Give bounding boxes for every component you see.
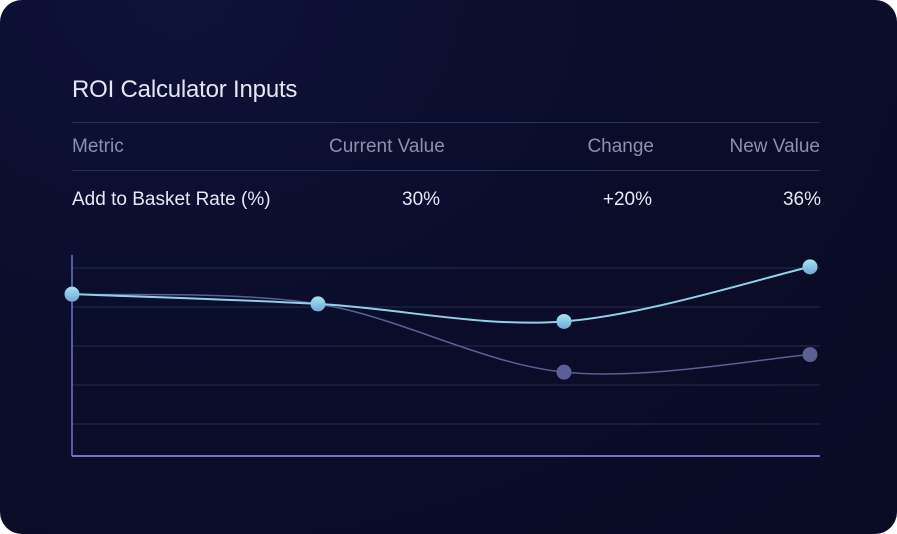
data-point [64,286,80,302]
cell-metric: Add to Basket Rate (%) [72,189,271,210]
header-metric: Metric [72,136,124,157]
cell-change: +20% [602,189,652,210]
data-point [802,259,818,275]
table-top-divider [72,122,820,123]
header-change: Change [587,136,654,157]
cell-current-value: 30% [402,189,441,210]
data-point [310,296,326,312]
header-current-value: Current Value [329,136,445,157]
series-line-2 [71,293,811,375]
series-line-1 [71,265,811,324]
card-title: ROI Calculator Inputs [72,76,298,103]
data-point [556,313,572,329]
cell-new-value: 36% [782,189,821,210]
data-point [556,364,572,380]
header-new-value: New Value [729,136,820,157]
table-header-divider [72,170,820,171]
data-point [802,347,818,363]
